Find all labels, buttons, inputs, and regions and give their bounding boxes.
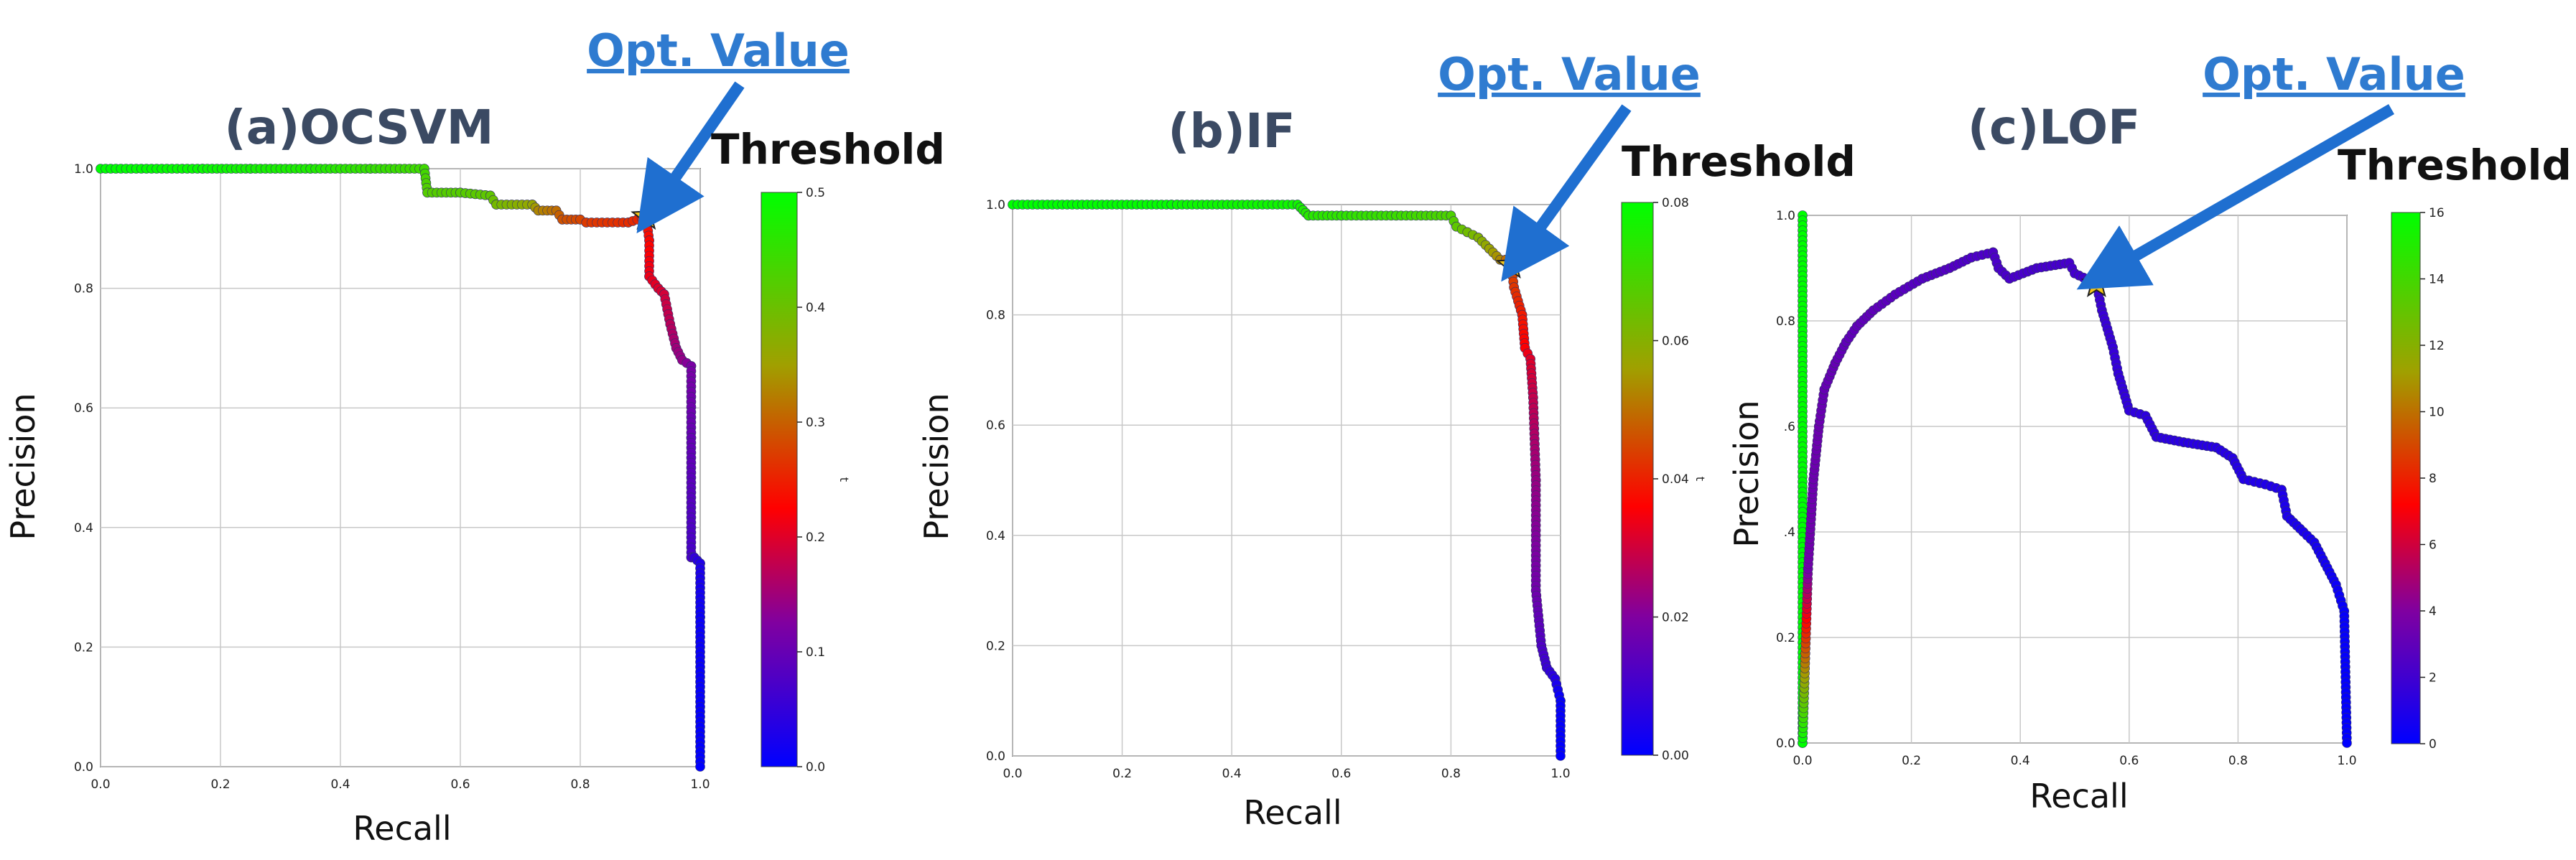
threshold-label: Threshold bbox=[1622, 137, 1856, 186]
y-axis-label: Precision bbox=[1727, 400, 1766, 547]
y-tick-label: .6 bbox=[1784, 420, 1795, 434]
colorbar-tick-label: 0.4 bbox=[806, 301, 825, 315]
colorbar bbox=[761, 192, 798, 767]
colorbar-tick-label: 0.3 bbox=[806, 416, 825, 430]
opt-value-label: Opt. Value bbox=[2203, 48, 2465, 101]
pr-point bbox=[695, 762, 705, 772]
x-tick-label: 0.6 bbox=[450, 777, 470, 792]
colorbar-tick-label: 0.02 bbox=[1662, 611, 1689, 625]
x-tick-label: 0.0 bbox=[90, 777, 110, 792]
pr-curve-points bbox=[96, 164, 705, 772]
y-tick-label: 0.0 bbox=[74, 760, 93, 775]
colorbar-label: t bbox=[1693, 477, 1707, 481]
x-axis-label: Recall bbox=[353, 809, 451, 848]
x-tick-label: 0.2 bbox=[1902, 754, 1921, 768]
x-tick-label: 0.4 bbox=[2011, 754, 2030, 768]
x-tick-label: 0.0 bbox=[1003, 767, 1022, 781]
y-tick-label: 0.8 bbox=[74, 282, 93, 296]
x-tick-label: 0.0 bbox=[1792, 754, 1812, 768]
y-tick-label: 0.2 bbox=[74, 640, 93, 655]
colorbar-tick-label: 0.5 bbox=[806, 186, 825, 200]
x-tick-label: 0.4 bbox=[1222, 767, 1242, 781]
colorbar bbox=[2391, 212, 2421, 744]
colorbar-label: t bbox=[837, 477, 851, 482]
x-tick-label: 0.8 bbox=[1441, 767, 1461, 781]
plot-area bbox=[1802, 215, 2348, 744]
y-axis-label: Precision bbox=[917, 393, 956, 540]
opt-value-label: Opt. Value bbox=[587, 24, 850, 77]
x-tick-label: 1.0 bbox=[2337, 754, 2356, 768]
colorbar-tick-label: 10 bbox=[2429, 406, 2445, 420]
colorbar-tick-label: 2 bbox=[2429, 671, 2437, 686]
colorbar-tick-label: 14 bbox=[2429, 273, 2445, 287]
y-tick-label: 0.8 bbox=[986, 309, 1005, 323]
opt-value-arrow bbox=[636, 81, 745, 234]
colorbar-tick-label: 0.2 bbox=[806, 531, 825, 545]
y-tick-label: 0.6 bbox=[986, 419, 1005, 433]
panel-title: (b)IF bbox=[1168, 103, 1295, 159]
plot-area bbox=[1012, 204, 1561, 757]
y-tick-label: 0.0 bbox=[1776, 737, 1795, 751]
colorbar-tick-label: 0 bbox=[2429, 737, 2437, 752]
colorbar-tick-label: 4 bbox=[2429, 604, 2437, 619]
colorbar-tick-label: 0.0 bbox=[806, 760, 825, 775]
y-tick-label: 0.2 bbox=[986, 639, 1005, 653]
y-tick-label: 0.4 bbox=[74, 521, 93, 536]
y-tick-label: 1.0 bbox=[74, 162, 93, 177]
x-tick-label: 1.0 bbox=[1550, 767, 1570, 781]
y-tick-label: 0.0 bbox=[986, 749, 1005, 764]
opt-value-label: Opt. Value bbox=[1438, 48, 1701, 101]
colorbar bbox=[1621, 202, 1654, 756]
y-tick-label: 1.0 bbox=[986, 198, 1005, 212]
threshold-label: Threshold bbox=[711, 125, 945, 174]
x-tick-label: 0.2 bbox=[1112, 767, 1132, 781]
y-axis-label: Precision bbox=[4, 393, 42, 540]
colorbar-tick-label: 6 bbox=[2429, 538, 2437, 553]
y-tick-label: 0.4 bbox=[986, 529, 1005, 543]
x-axis-label: Recall bbox=[1243, 793, 1342, 832]
panel-title: (a)OCSVM bbox=[225, 100, 494, 155]
colorbar-tick-label: 0.04 bbox=[1662, 472, 1689, 487]
y-tick-label: .4 bbox=[1784, 525, 1795, 540]
y-tick-label: 1.0 bbox=[1776, 209, 1795, 223]
x-tick-label: 0.2 bbox=[210, 777, 230, 792]
colorbar-tick-label: 12 bbox=[2429, 339, 2445, 353]
pr-curve-points bbox=[1798, 210, 2352, 748]
pr-point bbox=[1556, 751, 1566, 761]
y-tick-label: 0.2 bbox=[1776, 631, 1795, 645]
x-tick-label: 0.4 bbox=[330, 777, 350, 792]
colorbar-tick-label: 0.1 bbox=[806, 645, 825, 660]
panel-title: (c)LOF bbox=[1968, 100, 2140, 155]
x-tick-label: 1.0 bbox=[690, 777, 710, 792]
colorbar-tick-label: 8 bbox=[2429, 472, 2437, 486]
x-tick-label: 0.8 bbox=[2228, 754, 2248, 768]
opt-value-arrow bbox=[2076, 104, 2394, 290]
x-axis-label: Recall bbox=[2029, 777, 2128, 815]
y-tick-label: 0.6 bbox=[74, 401, 93, 416]
chart-panel-2: 0.0 0.2 0.4 0.6 0.8 1.0 0.0 0.2 0.4 0.6 0.8 1.0 Opt.… bbox=[917, 48, 1856, 832]
opt-value-arrow bbox=[1501, 104, 1632, 282]
chart-panel-1: 0.0 0.2 0.4 0.6 0.8 1.0 0.0 0.2 0.4 0.6 0.8 1.0 Opt.… bbox=[4, 24, 945, 848]
x-tick-label: 0.6 bbox=[1331, 767, 1351, 781]
chart-panel-3: 0.0 0.2 0.4 0.6 0.8 1.0 0.0 0.2 .4 .6 0.8 1.0 Opt. V… bbox=[1727, 48, 2572, 815]
colorbar-tick-label: 0.06 bbox=[1662, 335, 1689, 349]
pr-point bbox=[2342, 738, 2352, 748]
colorbar-tick-label: 0.00 bbox=[1662, 749, 1689, 763]
threshold-label: Threshold bbox=[2338, 141, 2572, 190]
colorbar-tick-label: 16 bbox=[2429, 206, 2445, 220]
y-tick-label: 0.8 bbox=[1776, 314, 1795, 329]
colorbar-tick-label: 0.08 bbox=[1662, 196, 1689, 210]
x-tick-label: 0.8 bbox=[570, 777, 590, 792]
x-tick-label: 0.6 bbox=[2119, 754, 2139, 768]
plot-area bbox=[100, 168, 701, 767]
